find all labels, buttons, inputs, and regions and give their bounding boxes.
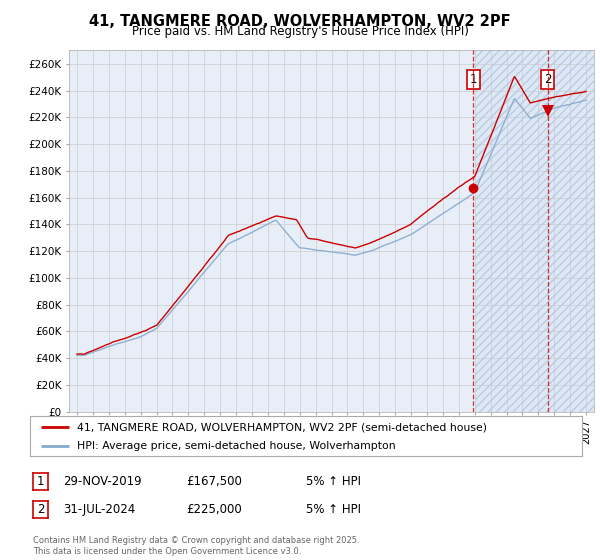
- Text: 1: 1: [470, 73, 477, 86]
- Text: 31-JUL-2024: 31-JUL-2024: [63, 503, 135, 516]
- Text: 41, TANGMERE ROAD, WOLVERHAMPTON, WV2 2PF (semi-detached house): 41, TANGMERE ROAD, WOLVERHAMPTON, WV2 2P…: [77, 422, 487, 432]
- Text: HPI: Average price, semi-detached house, Wolverhampton: HPI: Average price, semi-detached house,…: [77, 441, 395, 451]
- Text: Price paid vs. HM Land Registry's House Price Index (HPI): Price paid vs. HM Land Registry's House …: [131, 25, 469, 38]
- Text: 29-NOV-2019: 29-NOV-2019: [63, 475, 142, 488]
- Text: 2: 2: [37, 503, 44, 516]
- Text: 41, TANGMERE ROAD, WOLVERHAMPTON, WV2 2PF: 41, TANGMERE ROAD, WOLVERHAMPTON, WV2 2P…: [89, 14, 511, 29]
- Text: £225,000: £225,000: [186, 503, 242, 516]
- Bar: [475, 50, 594, 412]
- Text: 2: 2: [544, 73, 551, 86]
- Text: £167,500: £167,500: [186, 475, 242, 488]
- Text: 1: 1: [37, 475, 44, 488]
- Text: 5% ↑ HPI: 5% ↑ HPI: [306, 475, 361, 488]
- Text: Contains HM Land Registry data © Crown copyright and database right 2025.
This d: Contains HM Land Registry data © Crown c…: [33, 536, 359, 556]
- Text: 5% ↑ HPI: 5% ↑ HPI: [306, 503, 361, 516]
- Bar: [475, 50, 594, 412]
